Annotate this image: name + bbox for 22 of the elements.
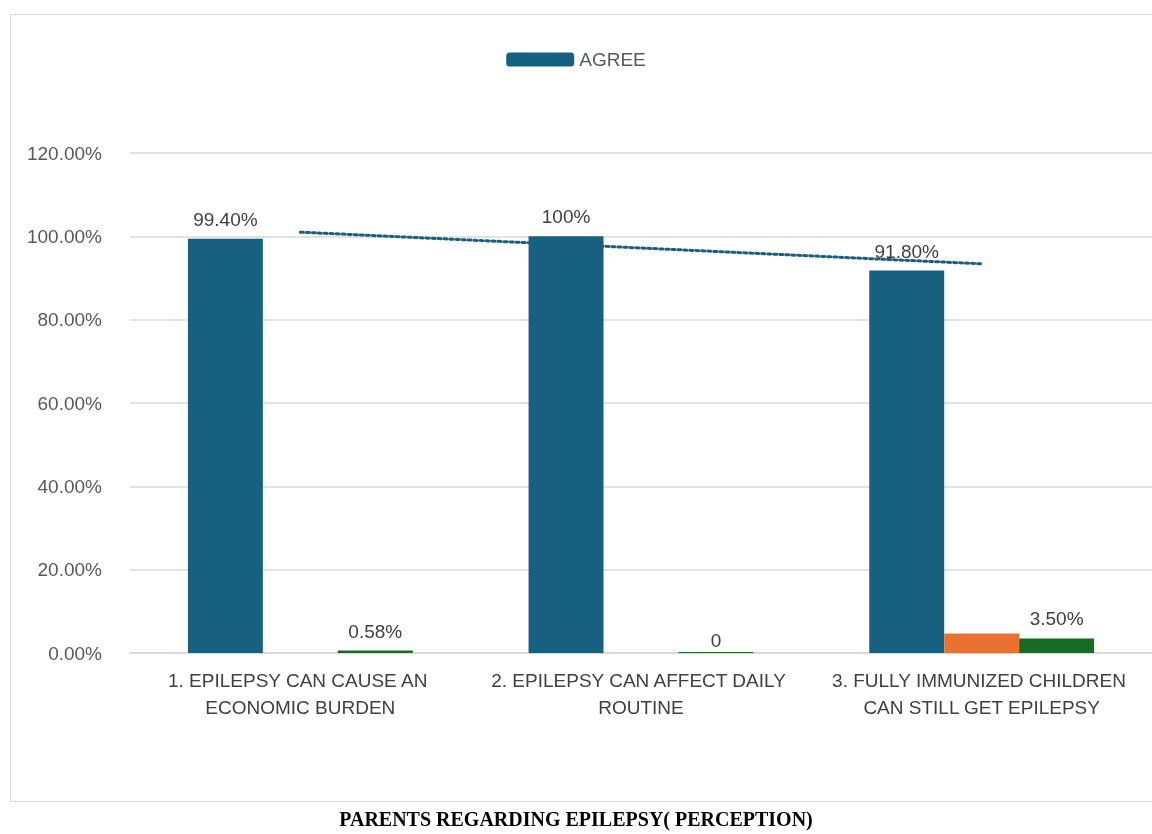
y-tick-label: 20.00% bbox=[37, 559, 103, 581]
y-tick-label: 80.00% bbox=[37, 309, 103, 331]
y-tick-label: 0.00% bbox=[48, 642, 103, 664]
y-tick-label: 60.00% bbox=[37, 392, 103, 414]
data-label: 0.58% bbox=[348, 620, 403, 642]
y-tick-label: 40.00% bbox=[37, 475, 103, 497]
x-tick-label: 3. FULLY IMMUNIZED CHILDREN CAN STILL GET EPILEPSY bbox=[832, 670, 1132, 718]
bar bbox=[187, 238, 263, 653]
x-tick-label: 1. EPILEPSY CAN CAUSE AN ECONOMIC BURDEN bbox=[167, 670, 433, 718]
bar bbox=[869, 270, 945, 653]
text: PARENTS REGARDING EPILEPSY( PERCEPTION) bbox=[338, 808, 814, 831]
y-tick-label: 100.00% bbox=[26, 225, 103, 247]
y-tick-label: 120.00% bbox=[26, 142, 103, 164]
legend-label: AGREE bbox=[579, 49, 646, 70]
data-label: 3.50% bbox=[1029, 608, 1084, 630]
bar bbox=[1019, 638, 1095, 653]
x-tick-label: 2. EPILEPSY CAN AFFECT DAILY ROUTINE bbox=[491, 670, 791, 718]
data-label: 99.40% bbox=[193, 208, 258, 230]
bar bbox=[944, 633, 1020, 653]
data-label: 0 bbox=[710, 630, 722, 651]
data-label: 91.80% bbox=[874, 240, 940, 262]
data-label: 100% bbox=[541, 206, 591, 228]
